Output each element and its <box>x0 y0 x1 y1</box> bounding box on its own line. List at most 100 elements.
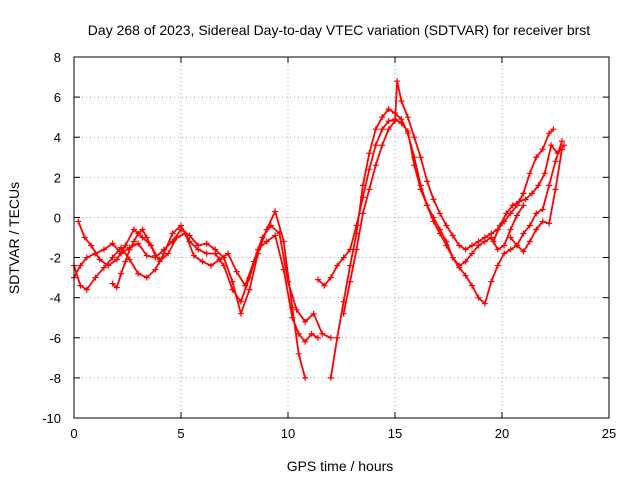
data-point <box>199 258 206 265</box>
data-point <box>520 248 527 255</box>
data-point <box>321 282 328 289</box>
data-point <box>359 182 366 189</box>
data-point <box>229 286 236 293</box>
data-point <box>456 262 463 269</box>
data-point <box>411 134 418 141</box>
data-point <box>462 258 469 265</box>
data-point <box>539 146 546 153</box>
data-point <box>488 230 495 237</box>
data-point <box>496 222 503 229</box>
data-point <box>443 222 450 229</box>
data-point <box>347 278 354 285</box>
data-point <box>546 130 553 137</box>
data-point <box>314 276 321 283</box>
data-point <box>135 240 142 247</box>
data-point <box>319 330 326 337</box>
data-point <box>130 238 137 245</box>
data-point <box>92 274 99 281</box>
data-point <box>539 206 546 213</box>
data-point <box>561 142 568 149</box>
data-point <box>302 338 309 345</box>
data-point <box>327 334 334 341</box>
x-tick-label: 25 <box>602 426 616 441</box>
data-point <box>347 262 354 269</box>
data-point <box>520 230 527 237</box>
data-point <box>546 182 553 189</box>
series-line <box>342 80 555 315</box>
series-track-2 <box>71 222 321 345</box>
data-point <box>285 278 291 285</box>
data-point <box>481 234 488 241</box>
x-axis-label: GPS time / hours <box>287 458 394 474</box>
data-point <box>267 222 274 229</box>
data-point <box>216 256 223 263</box>
data-point <box>507 246 514 253</box>
data-point <box>237 298 244 305</box>
data-point <box>83 286 90 293</box>
data-point <box>203 250 210 257</box>
data-point <box>404 114 411 121</box>
data-point <box>550 126 557 133</box>
data-point <box>220 262 227 269</box>
data-point <box>526 170 533 177</box>
data-point <box>207 262 214 269</box>
data-point <box>347 246 354 253</box>
data-point <box>77 282 84 289</box>
data-point <box>77 262 84 269</box>
data-point <box>398 98 405 105</box>
data-point <box>289 314 296 321</box>
data-point <box>186 232 193 239</box>
series-track-1 <box>71 208 309 381</box>
data-point <box>379 126 386 133</box>
data-point <box>75 218 82 225</box>
data-point <box>250 258 257 265</box>
data-point <box>276 230 283 237</box>
data-point <box>372 142 379 149</box>
data-point <box>130 226 137 233</box>
data-point <box>513 242 520 249</box>
y-tick-label: 6 <box>54 90 61 105</box>
data-point <box>272 232 279 239</box>
data-point <box>113 284 120 291</box>
data-point <box>295 350 302 357</box>
series-line <box>492 144 565 243</box>
data-point <box>225 250 232 257</box>
data-point <box>182 230 189 237</box>
data-point <box>535 182 542 189</box>
axes: 0 5 10 15 20 25 -10 -8 -6 -4 -2 0 2 4 6 8 <box>42 50 616 441</box>
y-tick-label: 8 <box>54 50 61 65</box>
data-point <box>359 210 366 217</box>
data-point <box>109 240 116 247</box>
data-point <box>372 126 379 133</box>
data-point <box>122 242 129 249</box>
data-point <box>135 270 142 277</box>
chart-title: Day 268 of 2023, Sidereal Day-to-day VTE… <box>88 22 590 38</box>
data-point <box>135 230 142 237</box>
grid <box>74 57 609 418</box>
y-tick-label: 2 <box>54 170 61 185</box>
data-point <box>327 274 334 281</box>
data-point <box>541 170 548 177</box>
data-point <box>507 226 514 233</box>
y-tick-label: 4 <box>54 130 61 145</box>
data-point <box>430 218 437 225</box>
data-point <box>212 250 219 257</box>
data-point <box>554 150 561 157</box>
y-tick-label: -4 <box>49 291 61 306</box>
data-point <box>528 190 535 197</box>
data-point <box>494 246 501 253</box>
data-point <box>81 234 88 241</box>
data-point <box>366 186 373 193</box>
data-point <box>398 116 405 123</box>
data-point <box>526 222 533 229</box>
data-point <box>501 242 508 249</box>
data-point <box>392 118 398 125</box>
data-point <box>533 226 540 233</box>
data-point <box>436 230 443 237</box>
data-point <box>314 334 321 341</box>
data-point <box>507 234 514 241</box>
data-point <box>105 262 112 269</box>
data-point <box>169 230 176 237</box>
data-point <box>449 254 456 261</box>
data-point <box>152 252 159 259</box>
